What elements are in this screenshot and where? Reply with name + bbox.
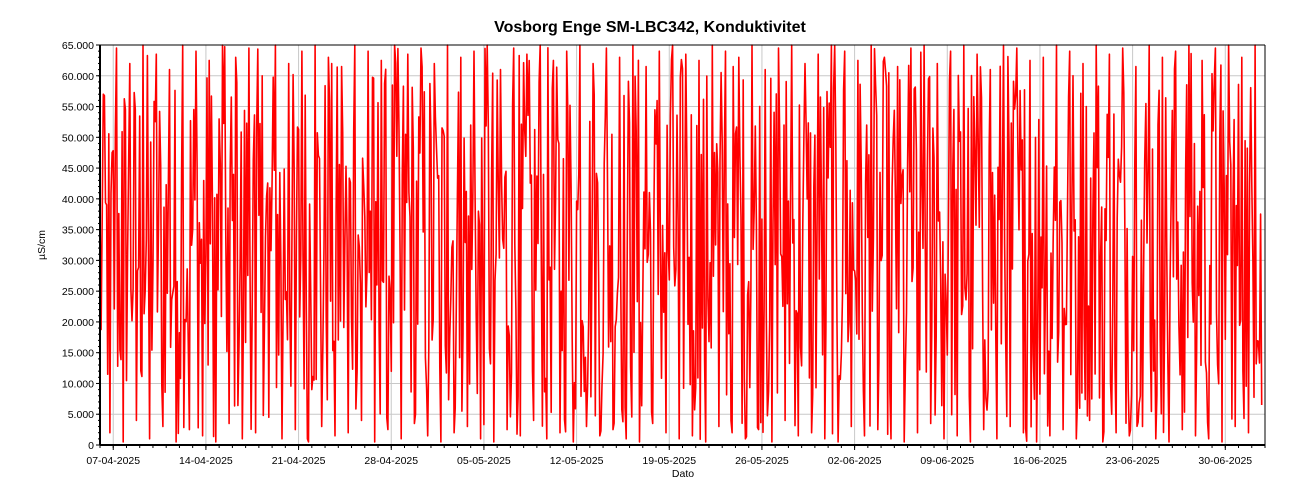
y-tick-label: 65.000 [62,40,94,52]
x-tick-label: 23-06-2025 [1106,455,1160,467]
y-tick-label: 20.000 [62,317,94,329]
x-tick-label: 09-06-2025 [920,455,974,467]
y-tick-label: 50.000 [62,132,94,144]
axes [96,44,1266,450]
y-tick-label: 25.000 [62,286,94,298]
x-tick-label: 02-06-2025 [828,455,882,467]
x-tick-label: 12-05-2025 [550,455,604,467]
x-tick-labels: 07-04-2025 14-04-2025 21-04-2025 28-04-2025… [86,455,1252,467]
x-axis-label: Dato [672,468,694,480]
y-tick-label: 40.000 [62,194,94,206]
x-tick-label: 07-04-2025 [86,455,140,467]
y-tick-label: 55.000 [62,102,94,114]
chart-title: Vosborg Enge SM-LBC342, Konduktivitet [494,19,806,36]
x-tick-label: 19-05-2025 [642,455,696,467]
y-tick-label: 30.000 [62,255,94,267]
x-tick-label: 30-06-2025 [1198,455,1252,467]
y-tick-label: 60.000 [62,71,94,83]
x-tick-label: 26-05-2025 [735,455,789,467]
series-layer [99,44,1263,443]
y-tick-label: 45.000 [62,163,94,175]
y-tick-label: 15.000 [62,348,94,360]
x-tick-label: 14-04-2025 [179,455,233,467]
y-tick-label: 5.000 [68,409,94,421]
y-axis-label: µS/cm [36,230,48,260]
x-tick-label: 28-04-2025 [364,455,418,467]
y-tick-label: 10.000 [62,378,94,390]
x-tick-label: 05-05-2025 [457,455,511,467]
y-tick-label: 35.000 [62,225,94,237]
series-line [99,44,1263,443]
y-tick-labels: 0 5.000 10.000 15.000 20.000 25.000 30.000 35.0… [62,40,94,452]
y-tick-label: 0 [88,440,94,452]
x-tick-label: 16-06-2025 [1013,455,1067,467]
x-tick-label: 21-04-2025 [272,455,326,467]
